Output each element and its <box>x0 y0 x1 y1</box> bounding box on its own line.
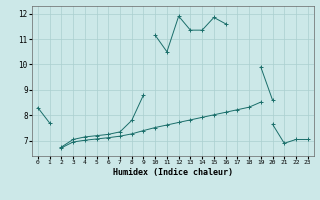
X-axis label: Humidex (Indice chaleur): Humidex (Indice chaleur) <box>113 168 233 177</box>
